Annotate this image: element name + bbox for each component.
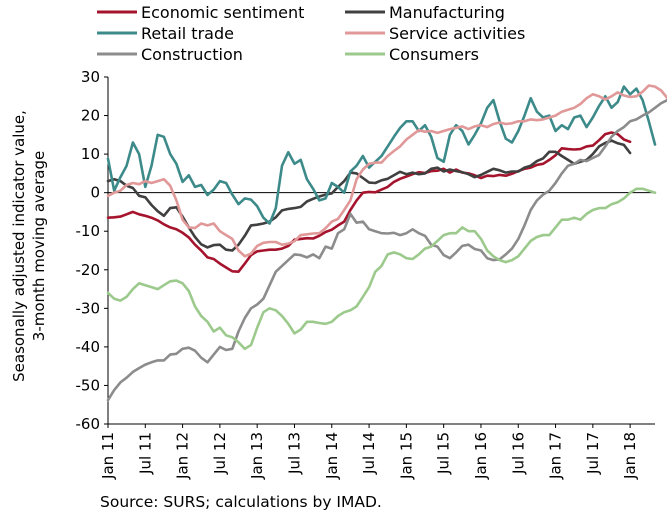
x-tick-label: Jul 12 [211,432,229,475]
y-tick-label: 20 [81,107,100,125]
series-line-construction [106,98,667,402]
y-tick-label: -20 [76,261,101,279]
series-line-consumers [106,187,657,351]
y-tick-label: -10 [76,222,101,240]
y-axis-label-line2: 3-month moving average [30,151,48,341]
x-tick-label: Jan 16 [472,432,490,480]
x-tick-label: Jan 14 [323,432,341,480]
x-tick-label: Jan 12 [174,432,192,480]
series-line-manufacturing [106,139,632,252]
x-tick-label: Jul 13 [285,432,303,475]
y-tick-label: -40 [76,338,101,356]
y-tick-labels: 30 20 10 0 -10 -20 -30 -40 -50 -60 [76,68,101,433]
legend-label: Consumers [389,45,479,64]
x-tick-label: Jul 16 [509,432,527,475]
x-tick-label: Jan 11 [99,432,117,480]
legend-label: Economic sentiment [141,3,304,22]
x-tick-label: Jan 18 [621,432,639,480]
series-line-economic-sentiment [106,131,632,274]
legend-label: Manufacturing [389,3,505,22]
legend-label: Construction [141,45,243,64]
y-tick-label: 30 [81,68,100,86]
x-tick-label: Jan 17 [547,432,565,480]
legend-label: Service activities [389,24,525,43]
y-axis-label-line1: Seasonally adjusted indicator value, [10,110,28,382]
series-line-service-activities [106,84,667,258]
legend: Economic sentiment Manufacturing Retail tr… [97,3,525,64]
y-tick-label: -30 [76,299,101,317]
y-tick-label: -60 [76,415,101,433]
legend-label: Retail trade [141,24,234,43]
y-tick-label: 10 [81,145,100,163]
x-tick-label: Jul 11 [136,432,154,475]
y-tick-label: -50 [76,376,101,394]
x-tick-label: Jul 15 [435,432,453,475]
source-note: Source: SURS; calculations by IMAD. [100,493,382,511]
x-tick-label: Jan 13 [248,432,266,480]
axes [104,76,655,425]
x-tick-label: Jul 17 [584,432,602,475]
x-tick-label: Jul 14 [360,432,378,475]
series-lines [106,84,667,402]
series-line-retail-trade [106,85,657,225]
y-tick-label: 0 [90,184,100,202]
x-tick-labels: Jan 11 Jul 11 Jan 12 Jul 12 Jan 13 Jul 13 Jan … [99,424,639,480]
x-tick-label: Jan 15 [397,432,415,480]
